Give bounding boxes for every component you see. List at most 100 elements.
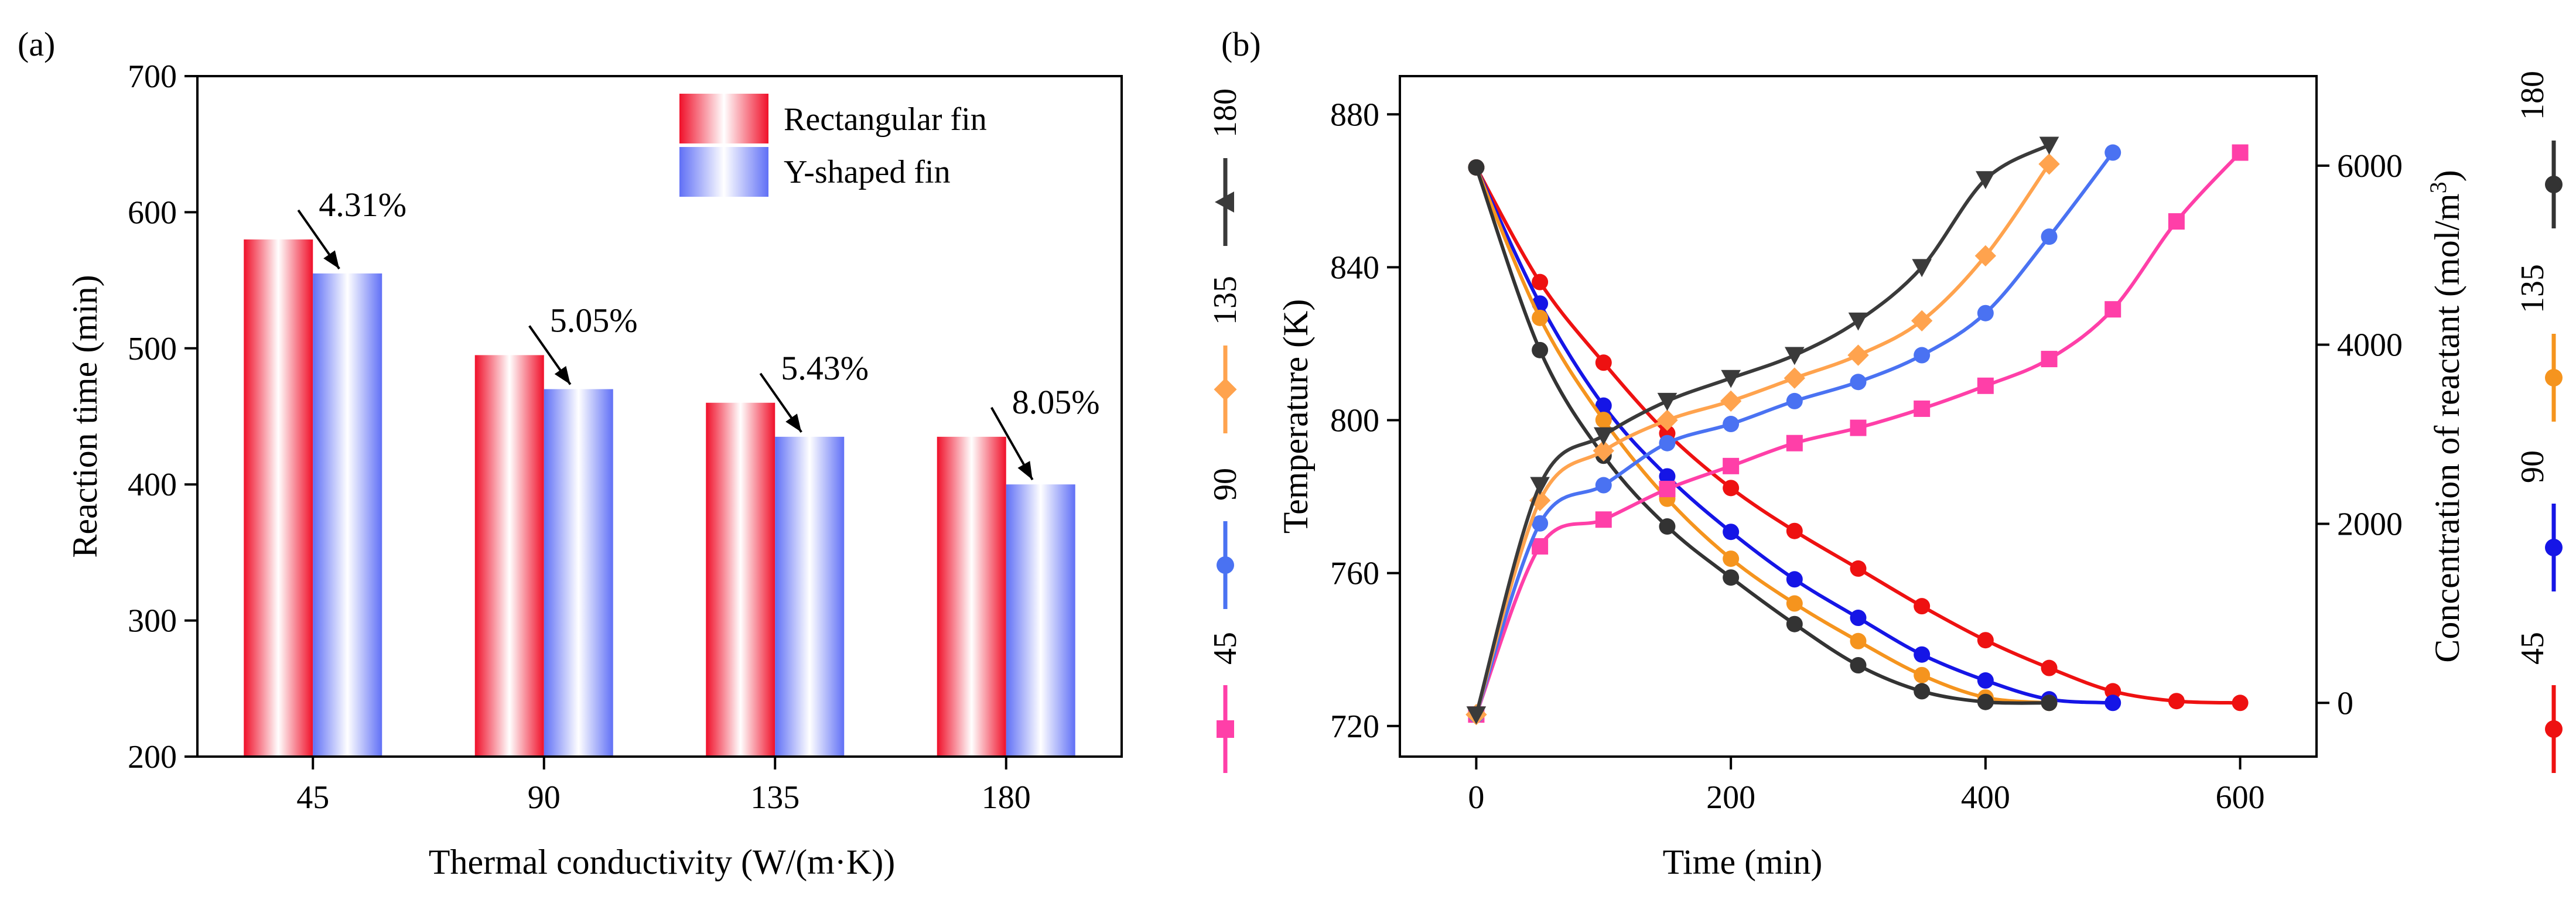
concentration-point-90 [1786,571,1803,588]
left-legend-marker [1214,378,1237,401]
concentration-point-180 [1532,341,1549,358]
plot-frame-b [1399,75,2318,758]
y2-tick-label-b: 4000 [2337,327,2403,364]
right-legend-item-90: 90 [2514,450,2563,591]
bar-y-shaped-fin-45 [313,273,382,757]
x-tick-label-a: 180 [982,779,1031,816]
legend-label-rectangular-fin: Rectangular fin [784,101,987,138]
y-tick-label-a: 500 [128,331,177,367]
left-legend: 45 90 135 180 [1207,88,1243,773]
concentration-point-180 [1850,657,1867,674]
y2-tick-label-b: 6000 [2337,148,2403,184]
bar-y-shaped-fin-180 [1006,484,1075,757]
concentration-point-135 [1914,666,1931,683]
temperature-point-135 [1974,245,1997,267]
concentration-point-45 [2168,693,2185,710]
x-ticks-b: 0 200 400 600 [1468,757,2265,816]
concentration-point-180 [2041,695,2058,712]
temperature-point-135 [1784,367,1806,389]
concentration-point-45 [1850,560,1867,577]
x-axis-title-a: Thermal conductivity (W/(m·K)) [429,843,895,881]
legend-a: Rectangular fin Y-shaped fin [679,94,987,197]
temperature-line-135 [1474,163,2051,716]
left-legend-label: 135 [1207,276,1243,325]
y-tick-label-b: 720 [1330,709,1379,745]
left-legend-item-90: 90 [1207,468,1243,609]
y2-title-close: ) [2428,170,2466,182]
y2-tick-label-b: 2000 [2337,506,2403,542]
temperature-point-90 [1786,392,1803,409]
temperature-point-180 [1530,477,1550,495]
concentration-point-90 [1595,397,1612,414]
concentration-point-135 [1532,309,1549,326]
concentration-series-180 [1468,159,2058,712]
temperature-point-45 [1659,481,1676,498]
right-legend-marker [2545,539,2563,556]
temperature-point-135 [2038,153,2060,175]
temperature-point-45 [1786,435,1803,452]
concentration-point-90 [1977,672,1994,689]
temperature-point-180 [1721,370,1741,388]
temperature-point-135 [1656,409,1678,431]
right-legend-item-180: 180 [2514,71,2563,228]
temperature-point-45 [1723,457,1740,474]
concentration-point-45 [2041,659,2058,676]
y-tick-label-a: 700 [128,59,177,95]
temperature-series-135 [1465,153,2060,726]
temperature-point-90 [1723,416,1740,433]
temperature-point-45 [1977,377,1994,394]
annotation-label: 5.43% [781,349,869,387]
left-legend-marker [1217,720,1234,738]
right-legend-item-135: 135 [2514,264,2563,422]
bar-rectangular-fin-135 [706,402,775,757]
y2-ticks-b: 0 2000 4000 6000 [2317,148,2403,721]
right-legend-item-45: 45 [2514,632,2563,773]
panel-a-label: (a) [18,25,55,63]
concentration-point-180 [1659,518,1676,535]
right-legend-marker [2545,369,2563,386]
bar-group [244,239,1075,757]
temperature-point-180 [1593,427,1614,446]
concentration-point-180 [1468,159,1485,176]
y2-title-superscript: 3 [2425,182,2451,193]
temperature-point-45 [1532,538,1549,555]
temperature-series-180 [1466,136,2059,724]
concentration-point-45 [1977,632,1994,649]
temperature-point-90 [1659,435,1676,452]
concentration-point-45 [1595,354,1612,371]
y-tick-label-b: 880 [1330,97,1379,133]
concentration-point-45 [2232,695,2249,712]
temperature-point-45 [1914,400,1931,417]
annotation-label: 5.05% [550,301,638,339]
temperature-point-135 [1847,344,1869,366]
temperature-point-180 [1657,392,1678,411]
concentration-point-90 [1914,646,1931,663]
temperature-point-180 [1912,259,1932,278]
concentration-point-45 [1532,273,1549,290]
x-tick-label-b: 200 [1706,779,1755,816]
x-tick-label-b: 0 [1468,779,1484,816]
y-tick-label-a: 200 [128,739,177,775]
temperature-point-90 [1595,477,1612,494]
concentration-point-45 [2104,683,2121,700]
x-tick-label-a: 90 [528,779,561,816]
concentration-point-90 [1723,524,1740,541]
y-tick-label-b: 800 [1330,403,1379,439]
concentration-point-45 [1786,522,1803,539]
temperature-point-45 [1850,419,1867,436]
left-legend-item-135: 135 [1207,276,1243,433]
concentration-point-180 [1723,569,1740,586]
annotation-arrow-head [554,366,570,385]
temperature-point-180 [2039,136,2059,155]
temperature-point-135 [1720,390,1742,412]
y-ticks-a: 200 300 400 500 600 700 [128,59,197,775]
left-legend-marker [1217,556,1234,574]
right-legend-marker [2545,720,2563,738]
right-legend-label: 135 [2514,264,2551,313]
y-tick-label-a: 300 [128,603,177,639]
panel-a-bar-chart: (a) 4.31% 5.05% 5.43% 8.05% 200 300 400 500 600… [18,25,1123,881]
x-tick-label-b: 400 [1961,779,2010,816]
temperature-point-135 [1529,490,1551,511]
series-group [1465,136,2249,726]
